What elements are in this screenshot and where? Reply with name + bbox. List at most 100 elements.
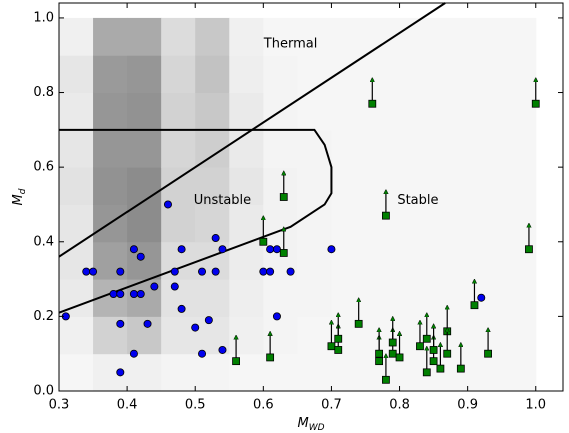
point <box>388 349 397 358</box>
heat-cell <box>331 353 366 392</box>
point <box>170 282 179 291</box>
heat-cell <box>263 55 298 94</box>
point <box>191 323 200 332</box>
heat-cell <box>297 316 332 355</box>
heat-cell <box>59 129 94 168</box>
heat-cell <box>433 353 469 392</box>
point <box>177 245 186 254</box>
heat-cell <box>467 55 503 94</box>
point <box>266 353 275 362</box>
heat-cell <box>195 279 230 317</box>
point <box>116 368 125 377</box>
point <box>279 249 288 257</box>
heat-cell <box>59 17 94 56</box>
heat-cell <box>433 204 469 243</box>
point <box>259 237 268 246</box>
heat-cell <box>467 129 503 168</box>
heat-cell <box>297 167 332 205</box>
heat-cell <box>399 92 435 131</box>
annotation: Unstable <box>194 193 251 208</box>
point <box>163 200 172 209</box>
heat-cell <box>93 55 128 94</box>
point <box>150 282 159 291</box>
heat-cell <box>161 129 196 168</box>
y-label-sub: d <box>18 188 28 194</box>
point <box>456 364 465 373</box>
point <box>327 245 336 254</box>
heat-cell <box>433 316 469 355</box>
heat-cell <box>161 204 196 243</box>
heat-cell <box>263 204 298 243</box>
x-tick-label: 1.0 <box>525 398 546 413</box>
heat-cell <box>127 17 162 56</box>
point <box>211 234 220 243</box>
point <box>334 346 343 354</box>
heat-cell <box>195 92 230 131</box>
point <box>436 364 445 373</box>
x-tick-label: 0.6 <box>253 398 274 413</box>
limit-marker <box>395 333 404 362</box>
heat-cell <box>297 55 332 94</box>
heat-cell <box>331 92 366 131</box>
heat-cell <box>161 92 196 131</box>
heat-cell <box>501 129 537 168</box>
limit-marker <box>422 348 431 377</box>
limit-marker <box>382 192 390 220</box>
point <box>443 349 452 358</box>
point <box>82 267 91 276</box>
heat-cell <box>229 316 264 355</box>
heat-cell <box>297 17 332 56</box>
point <box>375 349 384 358</box>
heat-cell <box>365 279 401 317</box>
point <box>382 375 390 384</box>
heat-cell <box>229 204 264 243</box>
heat-cell <box>263 17 298 56</box>
heat-cell <box>501 353 537 392</box>
heat-cell <box>331 204 366 243</box>
limit-marker <box>429 326 438 354</box>
point <box>136 252 145 261</box>
heat-cell <box>331 129 366 168</box>
heat-cell <box>297 92 332 131</box>
point <box>136 289 145 298</box>
heat-cell <box>59 204 94 243</box>
x-tick-label: 0.7 <box>321 398 342 413</box>
point <box>395 353 404 362</box>
heat-cell <box>365 241 401 280</box>
point <box>218 245 227 254</box>
heat-cell <box>365 167 401 205</box>
heat-cell <box>399 279 435 317</box>
heat-cell <box>501 279 537 317</box>
heat-cell <box>263 129 298 168</box>
heat-cell <box>93 92 128 131</box>
heat-cell <box>195 167 230 205</box>
x-tick-label: 0.3 <box>49 398 70 413</box>
heat-cell <box>399 17 435 56</box>
heat-cell <box>127 353 162 392</box>
point <box>198 349 207 358</box>
point <box>388 338 397 347</box>
heat-cell <box>297 279 332 317</box>
point <box>89 267 98 276</box>
heat-cell <box>127 92 162 131</box>
annotation: Stable <box>397 193 438 208</box>
y-tick-label: 0.2 <box>33 309 54 324</box>
heat-cell <box>467 92 503 131</box>
heat-cell <box>127 167 162 205</box>
limit-marker <box>436 345 445 373</box>
point <box>259 267 268 276</box>
y-tick-label: 0.8 <box>33 85 54 100</box>
heat-cell <box>467 17 503 56</box>
point <box>279 193 288 201</box>
heat-cell <box>365 55 401 94</box>
heat-cell <box>501 316 537 355</box>
heat-cell <box>433 279 469 317</box>
limit-marker <box>416 322 424 351</box>
heat-cell <box>399 55 435 94</box>
y-tick-label: 1.0 <box>33 10 54 25</box>
point <box>422 368 431 377</box>
x-tick-label: 0.9 <box>457 398 478 413</box>
heat-cell <box>59 167 94 205</box>
point <box>109 289 118 298</box>
point <box>143 319 152 328</box>
